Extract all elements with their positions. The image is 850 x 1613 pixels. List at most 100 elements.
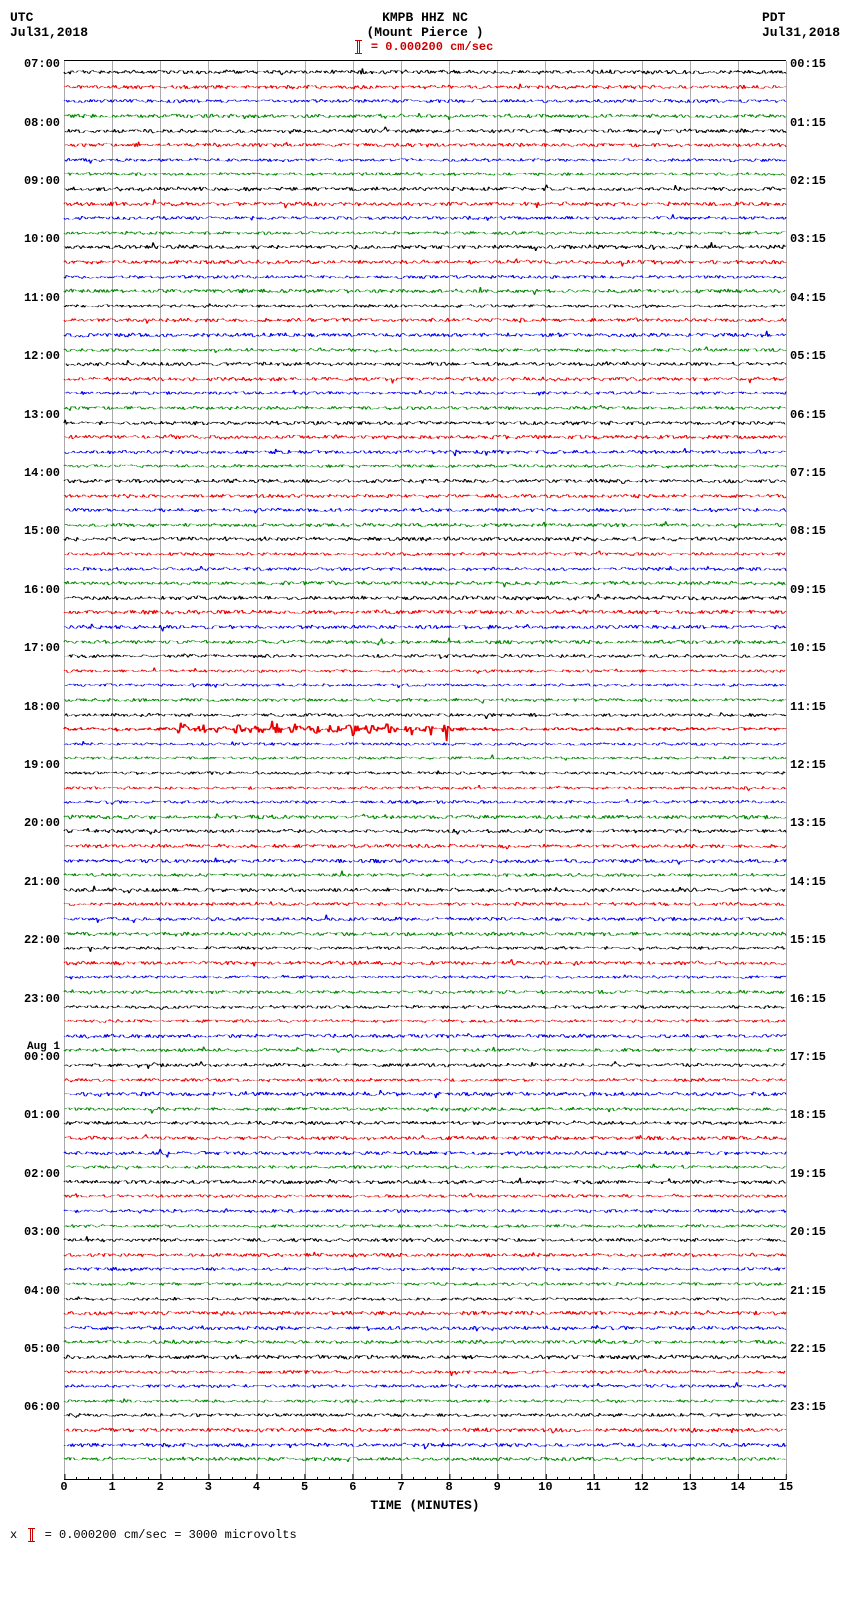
utc-date: Jul31,2018 <box>10 25 88 40</box>
pdt-time-label: 05:15 <box>790 349 826 363</box>
trace-row <box>64 547 786 561</box>
trace-row <box>64 313 786 327</box>
utc-time-label: 22:00 <box>24 933 60 947</box>
trace-row <box>64 766 786 780</box>
pdt-time-label: 14:15 <box>790 875 826 889</box>
utc-time-label: 08:00 <box>24 116 60 130</box>
header: UTC Jul31,2018 KMPB HHZ NC (Mount Pierce… <box>10 10 840 56</box>
x-tick: 13 <box>683 1480 697 1494</box>
x-tick: 14 <box>731 1480 745 1494</box>
pdt-label: PDT <box>762 10 840 25</box>
trace-row <box>64 1014 786 1028</box>
trace-row <box>64 270 786 284</box>
x-tick: 15 <box>779 1480 793 1494</box>
trace-row <box>64 605 786 619</box>
trace-row <box>64 912 786 926</box>
trace-row <box>64 1073 786 1087</box>
trace-row <box>64 956 786 970</box>
trace-row <box>64 138 786 152</box>
trace-row <box>64 620 786 634</box>
pdt-date: Jul31,2018 <box>762 25 840 40</box>
x-tick: 7 <box>397 1480 404 1494</box>
trace-row <box>64 328 786 342</box>
trace-row <box>64 255 786 269</box>
station-location: (Mount Pierce ) <box>357 25 494 40</box>
x-minor-tick <box>774 1477 775 1480</box>
x-axis-label: TIME (MINUTES) <box>370 1498 479 1513</box>
trace-row <box>64 80 786 94</box>
trace-row <box>64 927 786 941</box>
x-tick: 9 <box>494 1480 501 1494</box>
trace-row <box>64 65 786 79</box>
trace-row <box>64 153 786 167</box>
trace-row <box>64 737 786 751</box>
pdt-time-label: 11:15 <box>790 700 826 714</box>
utc-time-label: 14:00 <box>24 466 60 480</box>
x-minor-tick <box>654 1477 655 1480</box>
trace-row <box>64 1160 786 1174</box>
x-minor-tick <box>124 1477 125 1480</box>
utc-time-label: 01:00 <box>24 1108 60 1122</box>
x-tick: 8 <box>445 1480 452 1494</box>
trace-row <box>64 1204 786 1218</box>
utc-time-label: 15:00 <box>24 524 60 538</box>
trace-row <box>64 94 786 108</box>
x-tick: 2 <box>157 1480 164 1494</box>
pdt-time-label: 00:15 <box>790 57 826 71</box>
utc-time-label: 17:00 <box>24 641 60 655</box>
utc-label: UTC <box>10 10 88 25</box>
trace-row <box>64 664 786 678</box>
x-minor-tick <box>702 1477 703 1480</box>
trace-row <box>64 1365 786 1379</box>
x-minor-tick <box>220 1477 221 1480</box>
scale-note: = 0.000200 cm/sec <box>357 40 494 54</box>
header-center: KMPB HHZ NC (Mount Pierce ) = 0.000200 c… <box>357 10 494 56</box>
x-minor-tick <box>148 1477 149 1480</box>
trace-row <box>64 1277 786 1291</box>
x-minor-tick <box>100 1477 101 1480</box>
x-minor-tick <box>317 1477 318 1480</box>
plot-area: 07:0008:0009:0010:0011:0012:0013:0014:00… <box>10 60 840 1480</box>
trace-row <box>64 1408 786 1422</box>
trace-row <box>64 211 786 225</box>
pdt-time-label: 02:15 <box>790 174 826 188</box>
x-minor-tick <box>196 1477 197 1480</box>
trace-row <box>64 1350 786 1364</box>
x-minor-tick <box>341 1477 342 1480</box>
trace-row <box>64 810 786 824</box>
trace-row <box>64 708 786 722</box>
x-minor-tick <box>473 1477 474 1480</box>
utc-time-label: 05:00 <box>24 1342 60 1356</box>
x-minor-tick <box>245 1477 246 1480</box>
x-minor-tick <box>618 1477 619 1480</box>
trace-row <box>64 883 786 897</box>
pdt-time-label: 12:15 <box>790 758 826 772</box>
utc-time-label: 16:00 <box>24 583 60 597</box>
x-minor-tick <box>533 1477 534 1480</box>
pdt-time-label: 22:15 <box>790 1342 826 1356</box>
trace-row <box>64 197 786 211</box>
trace-row <box>64 1175 786 1189</box>
footer: x = 0.000200 cm/sec = 3000 microvolts <box>10 1528 840 1542</box>
x-minor-tick <box>762 1477 763 1480</box>
trace-row <box>64 693 786 707</box>
trace-row <box>64 1102 786 1116</box>
trace-row <box>64 941 786 955</box>
trace-row <box>64 591 786 605</box>
trace-row <box>64 576 786 590</box>
x-tick: 3 <box>205 1480 212 1494</box>
trace-row <box>64 1306 786 1320</box>
trace-row <box>64 868 786 882</box>
x-minor-tick <box>485 1477 486 1480</box>
trace-row <box>64 240 786 254</box>
utc-time-label: 07:00 <box>24 57 60 71</box>
pdt-time-label: 03:15 <box>790 232 826 246</box>
seismogram-container: UTC Jul31,2018 KMPB HHZ NC (Mount Pierce… <box>10 10 840 1542</box>
x-minor-tick <box>630 1477 631 1480</box>
trace-row <box>64 343 786 357</box>
x-minor-tick <box>666 1477 667 1480</box>
trace-row <box>64 562 786 576</box>
scale-text: = 0.000200 cm/sec <box>371 40 493 54</box>
trace-row <box>64 109 786 123</box>
utc-time-label: 18:00 <box>24 700 60 714</box>
